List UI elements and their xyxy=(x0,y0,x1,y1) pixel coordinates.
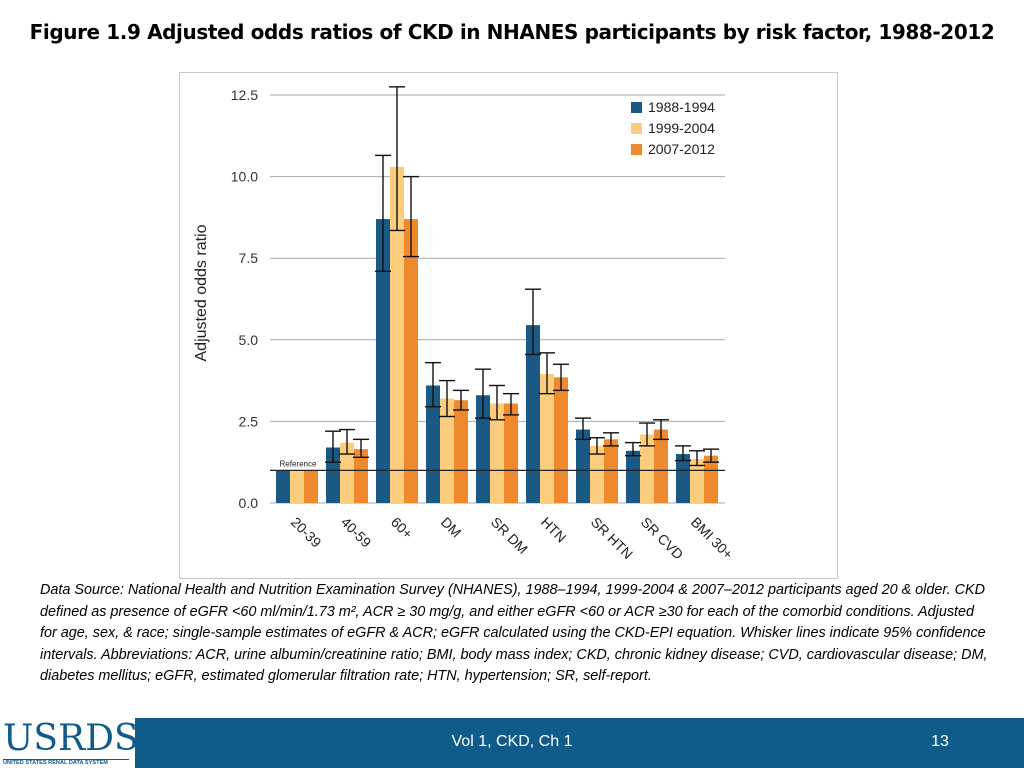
page-title: Figure 1.9 Adjusted odds ratios of CKD i… xyxy=(0,20,1024,44)
bar xyxy=(504,403,518,503)
bar xyxy=(454,400,468,503)
bar xyxy=(654,430,668,503)
bar xyxy=(290,470,304,503)
y-tick-label: 7.5 xyxy=(239,250,259,266)
bars xyxy=(276,167,718,503)
legend-swatch xyxy=(631,102,642,113)
x-tick-label: SR DM xyxy=(488,514,531,557)
legend-swatch xyxy=(631,123,642,134)
x-tick-label: 20-39 xyxy=(288,514,325,551)
logo-subtitle: UNITED STATES RENAL DATA SYSTEM xyxy=(3,760,131,767)
x-axis-ticks: 20-39 40-59 60+ DM SR DM HTN SR HTN SR CVD BMI 3… xyxy=(288,514,736,563)
usrds-logo: USRDS UNITED STATES RENAL DATA SYSTEM xyxy=(0,718,135,768)
y-tick-label: 0.0 xyxy=(239,495,259,511)
y-tick-label: 12.5 xyxy=(231,87,258,103)
data-source-footnote: Data Source: National Health and Nutriti… xyxy=(40,580,990,688)
y-tick-label: 2.5 xyxy=(239,413,259,429)
footer-bar: USRDS UNITED STATES RENAL DATA SYSTEM Vo… xyxy=(0,718,1024,768)
page-number: 13 xyxy=(920,733,960,751)
y-tick-label: 5.0 xyxy=(239,332,259,348)
logo-wordmark: USRDS xyxy=(3,718,139,760)
reference-label: Reference xyxy=(280,459,317,468)
chart-svg: 0.0 2.5 5.0 7.5 10.0 12.5 Reference 20-39 40-5… xyxy=(180,73,837,578)
bar xyxy=(304,470,318,503)
legend: 1988-1994 1999-2004 2007-2012 xyxy=(631,99,715,157)
x-tick-label: BMI 30+ xyxy=(688,514,736,562)
x-tick-label: SR HTN xyxy=(588,514,636,562)
bar xyxy=(554,377,568,503)
bar xyxy=(404,219,418,503)
bar xyxy=(604,439,618,503)
legend-label: 2007-2012 xyxy=(648,141,715,157)
bar xyxy=(676,454,690,503)
x-tick-label: 60+ xyxy=(388,514,416,542)
y-axis-ticks: 0.0 2.5 5.0 7.5 10.0 12.5 xyxy=(231,87,258,511)
legend-label: 1988-1994 xyxy=(648,99,715,115)
chart-panel: 0.0 2.5 5.0 7.5 10.0 12.5 Reference 20-39 40-5… xyxy=(179,72,838,579)
x-tick-label: 40-59 xyxy=(338,514,375,551)
legend-swatch xyxy=(631,144,642,155)
bar xyxy=(626,451,640,503)
footer-chapter-label: Vol 1, CKD, Ch 1 xyxy=(412,733,612,751)
x-tick-label: DM xyxy=(438,514,465,541)
bar xyxy=(276,470,290,503)
x-tick-label: HTN xyxy=(538,514,570,546)
x-tick-label: SR CVD xyxy=(638,514,687,563)
bar xyxy=(576,430,590,503)
y-tick-label: 10.0 xyxy=(231,169,258,185)
legend-label: 1999-2004 xyxy=(648,120,715,136)
y-axis-label: Adjusted odds ratio xyxy=(193,224,210,361)
